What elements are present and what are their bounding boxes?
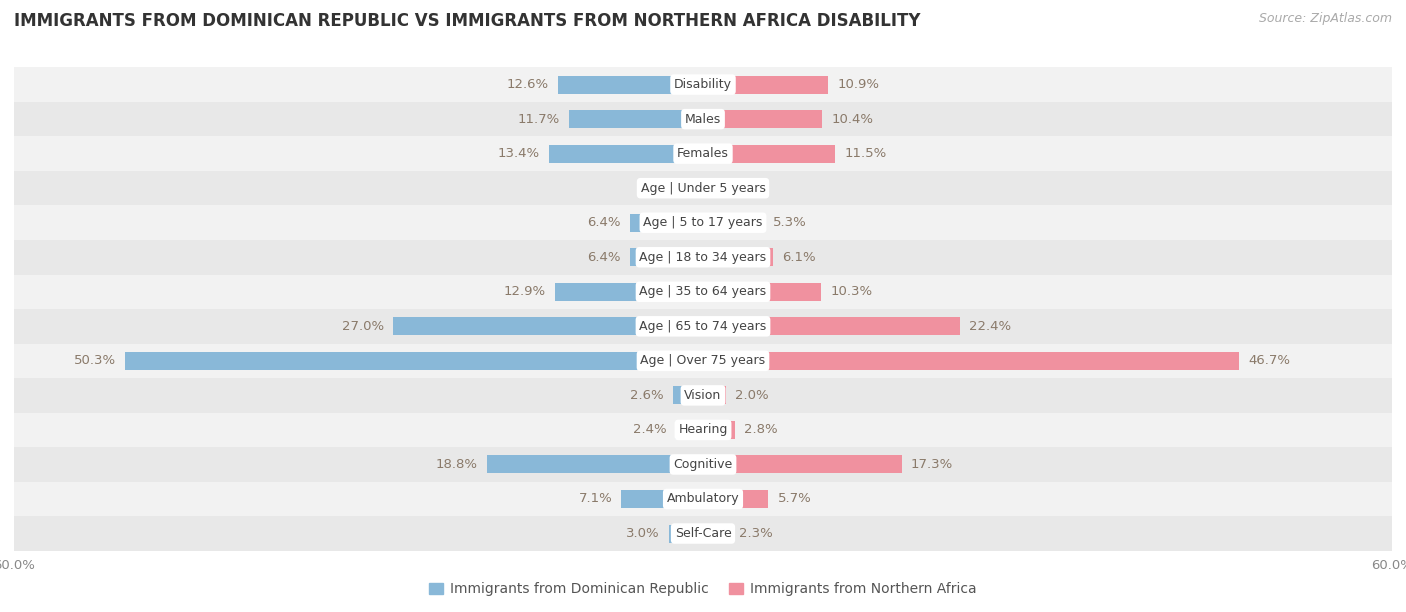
Text: 3.0%: 3.0% (626, 527, 659, 540)
Bar (703, 352, 1239, 370)
Text: 10.4%: 10.4% (831, 113, 873, 125)
Bar (14, 102, 1392, 136)
Text: Males: Males (685, 113, 721, 125)
Text: 10.3%: 10.3% (831, 285, 873, 298)
Bar (14, 447, 1392, 482)
Text: 50.3%: 50.3% (75, 354, 117, 367)
Text: Age | 5 to 17 years: Age | 5 to 17 years (644, 216, 762, 230)
Text: 5.7%: 5.7% (778, 493, 811, 506)
Text: 17.3%: 17.3% (911, 458, 953, 471)
Bar (703, 524, 730, 542)
Bar (14, 206, 1392, 240)
Text: 13.4%: 13.4% (498, 147, 540, 160)
Text: Age | 65 to 74 years: Age | 65 to 74 years (640, 320, 766, 333)
Bar (14, 275, 1392, 309)
Text: 18.8%: 18.8% (436, 458, 478, 471)
Bar (14, 171, 1392, 206)
Text: 2.8%: 2.8% (744, 424, 778, 436)
Bar (14, 309, 1392, 343)
Bar (392, 318, 703, 335)
Bar (125, 352, 703, 370)
Legend: Immigrants from Dominican Republic, Immigrants from Northern Africa: Immigrants from Dominican Republic, Immi… (423, 577, 983, 602)
Text: 2.4%: 2.4% (633, 424, 666, 436)
Text: 2.0%: 2.0% (735, 389, 769, 402)
Bar (675, 421, 703, 439)
Text: 6.4%: 6.4% (586, 216, 620, 230)
Text: 6.4%: 6.4% (586, 251, 620, 264)
Bar (558, 76, 703, 94)
Bar (14, 412, 1392, 447)
Text: 46.7%: 46.7% (1249, 354, 1291, 367)
Bar (703, 318, 960, 335)
Text: 2.3%: 2.3% (738, 527, 772, 540)
Text: Hearing: Hearing (678, 424, 728, 436)
Text: 22.4%: 22.4% (969, 320, 1011, 333)
Bar (703, 144, 835, 163)
Bar (703, 110, 823, 128)
Text: Age | 18 to 34 years: Age | 18 to 34 years (640, 251, 766, 264)
Text: 1.1%: 1.1% (647, 182, 681, 195)
Bar (673, 386, 703, 405)
Bar (550, 144, 703, 163)
Bar (14, 240, 1392, 275)
Bar (703, 248, 773, 266)
Bar (14, 482, 1392, 517)
Bar (568, 110, 703, 128)
Text: 2.6%: 2.6% (630, 389, 664, 402)
Bar (690, 179, 703, 197)
Text: Age | 35 to 64 years: Age | 35 to 64 years (640, 285, 766, 298)
Text: IMMIGRANTS FROM DOMINICAN REPUBLIC VS IMMIGRANTS FROM NORTHERN AFRICA DISABILITY: IMMIGRANTS FROM DOMINICAN REPUBLIC VS IM… (14, 12, 921, 30)
Bar (621, 490, 703, 508)
Text: Source: ZipAtlas.com: Source: ZipAtlas.com (1258, 12, 1392, 25)
Text: 7.1%: 7.1% (578, 493, 612, 506)
Text: 12.6%: 12.6% (508, 78, 550, 91)
Bar (703, 455, 901, 474)
Text: Age | Under 5 years: Age | Under 5 years (641, 182, 765, 195)
Text: 1.2%: 1.2% (725, 182, 759, 195)
Bar (555, 283, 703, 300)
Bar (14, 136, 1392, 171)
Text: 27.0%: 27.0% (342, 320, 384, 333)
Text: 5.3%: 5.3% (773, 216, 807, 230)
Bar (14, 343, 1392, 378)
Text: Age | Over 75 years: Age | Over 75 years (641, 354, 765, 367)
Bar (14, 378, 1392, 412)
Bar (630, 248, 703, 266)
Text: Females: Females (678, 147, 728, 160)
Text: Cognitive: Cognitive (673, 458, 733, 471)
Text: 6.1%: 6.1% (782, 251, 815, 264)
Text: 10.9%: 10.9% (838, 78, 879, 91)
Bar (703, 214, 763, 232)
Text: Vision: Vision (685, 389, 721, 402)
Bar (703, 179, 717, 197)
Text: 11.5%: 11.5% (844, 147, 886, 160)
Bar (703, 386, 725, 405)
Bar (630, 214, 703, 232)
Bar (14, 67, 1392, 102)
Bar (703, 76, 828, 94)
Bar (486, 455, 703, 474)
Bar (703, 490, 769, 508)
Bar (669, 524, 703, 542)
Bar (703, 283, 821, 300)
Text: Ambulatory: Ambulatory (666, 493, 740, 506)
Text: Disability: Disability (673, 78, 733, 91)
Text: 12.9%: 12.9% (503, 285, 546, 298)
Text: 11.7%: 11.7% (517, 113, 560, 125)
Bar (14, 517, 1392, 551)
Bar (703, 421, 735, 439)
Text: Self-Care: Self-Care (675, 527, 731, 540)
